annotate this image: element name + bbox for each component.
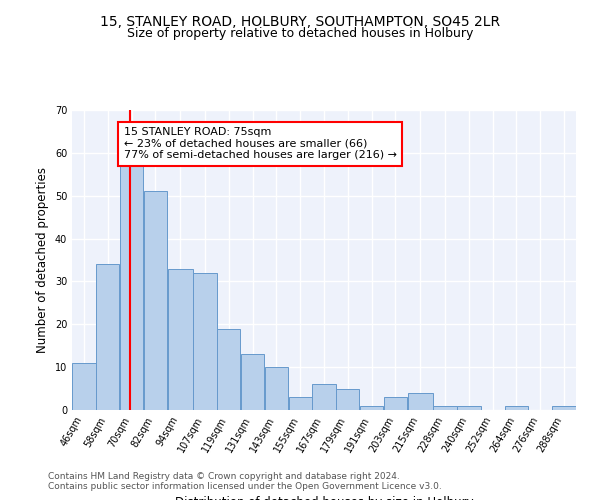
Bar [384, 397, 407, 410]
Bar [313, 384, 335, 410]
Bar [433, 406, 457, 410]
Text: Contains public sector information licensed under the Open Government Licence v3: Contains public sector information licen… [48, 482, 442, 491]
Bar [457, 406, 481, 410]
Bar [505, 406, 528, 410]
Y-axis label: Number of detached properties: Number of detached properties [36, 167, 49, 353]
Text: Size of property relative to detached houses in Holbury: Size of property relative to detached ho… [127, 28, 473, 40]
Bar [289, 397, 312, 410]
Bar [120, 162, 143, 410]
Bar [143, 192, 167, 410]
Bar [193, 273, 217, 410]
Text: 15, STANLEY ROAD, HOLBURY, SOUTHAMPTON, SO45 2LR: 15, STANLEY ROAD, HOLBURY, SOUTHAMPTON, … [100, 15, 500, 29]
Bar [553, 406, 576, 410]
Bar [96, 264, 119, 410]
Text: Contains HM Land Registry data © Crown copyright and database right 2024.: Contains HM Land Registry data © Crown c… [48, 472, 400, 481]
X-axis label: Distribution of detached houses by size in Holbury: Distribution of detached houses by size … [175, 496, 473, 500]
Bar [265, 367, 288, 410]
Bar [407, 393, 433, 410]
Bar [360, 406, 383, 410]
Text: 15 STANLEY ROAD: 75sqm
← 23% of detached houses are smaller (66)
77% of semi-det: 15 STANLEY ROAD: 75sqm ← 23% of detached… [124, 127, 397, 160]
Bar [336, 388, 359, 410]
Bar [217, 328, 241, 410]
Bar [167, 268, 193, 410]
Bar [72, 363, 95, 410]
Bar [241, 354, 264, 410]
